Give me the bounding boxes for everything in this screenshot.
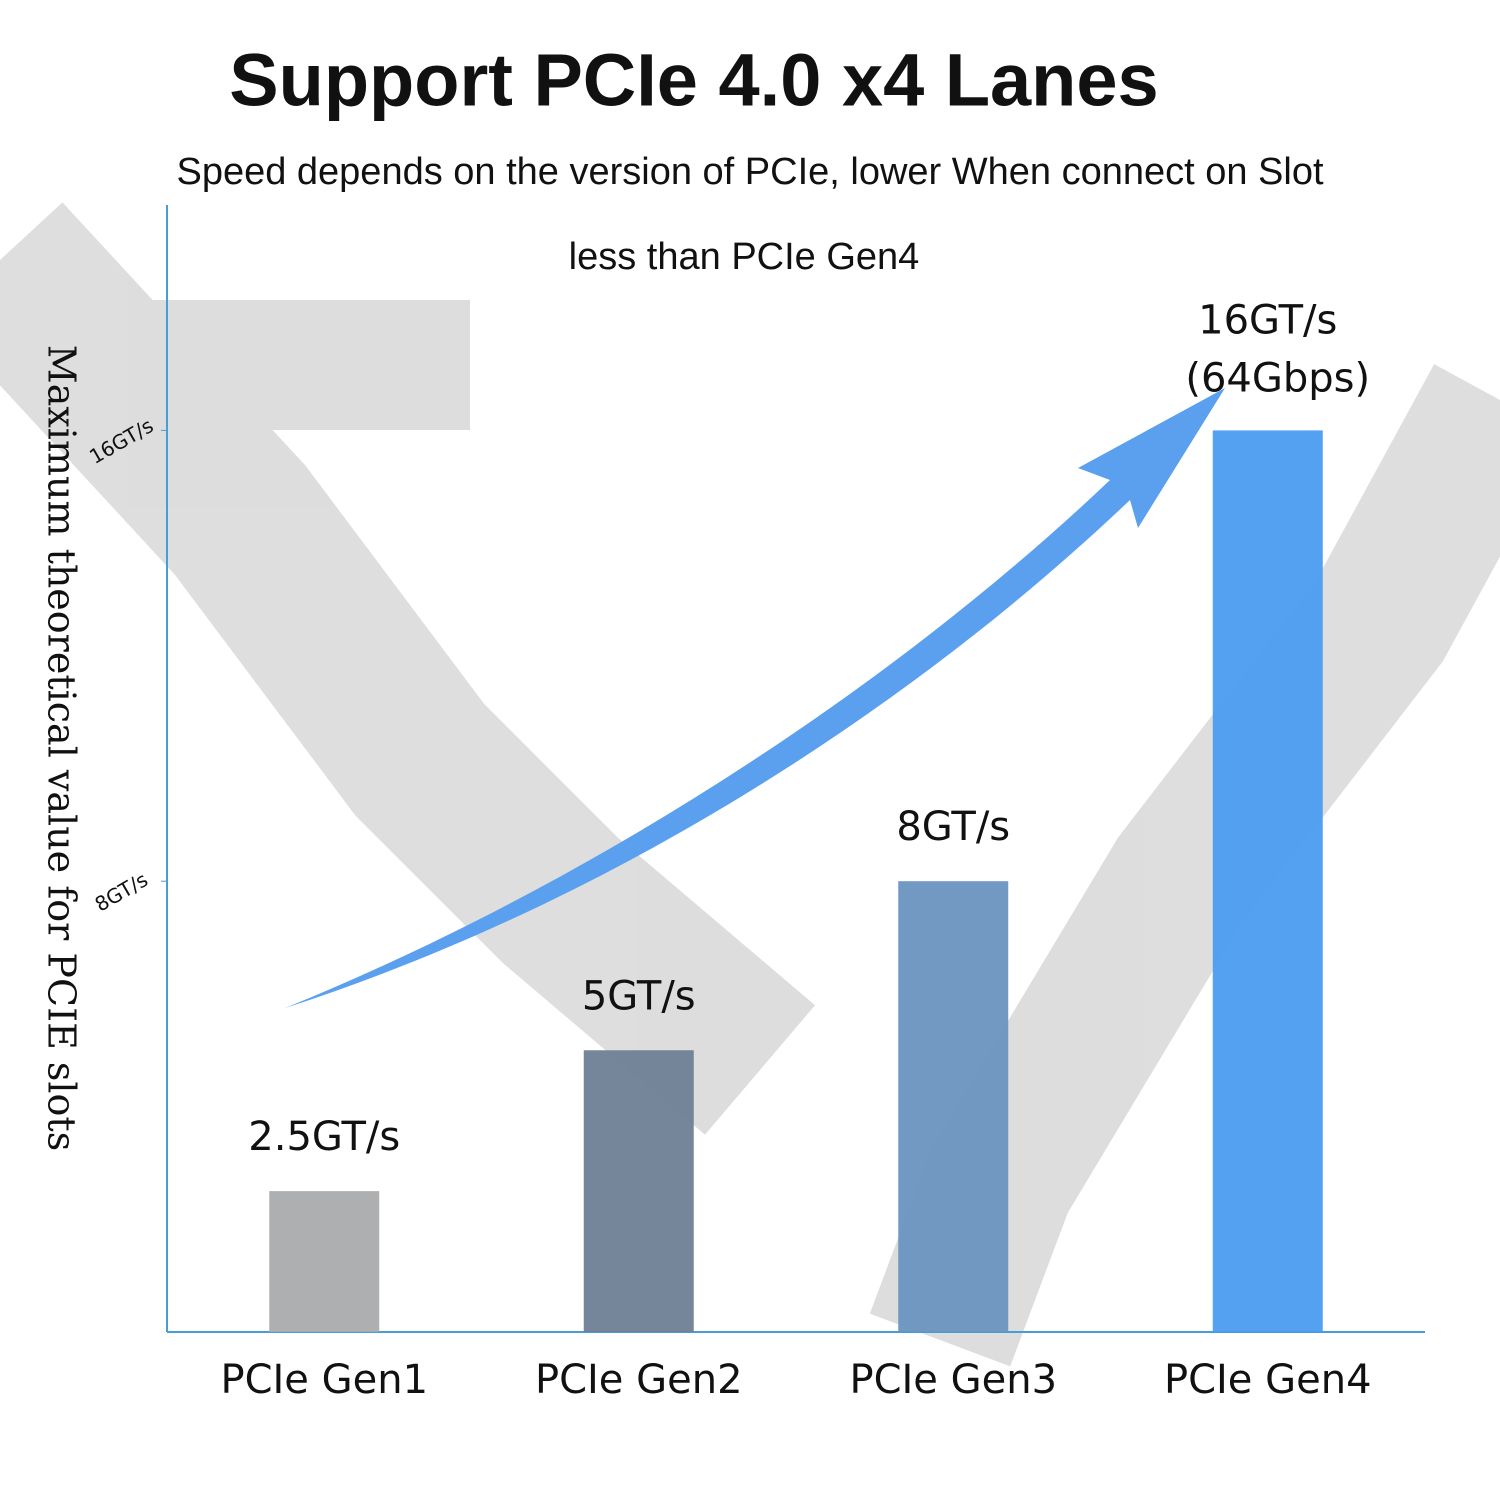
- bar: [583, 1050, 694, 1332]
- value-label: 2.5GT/s: [248, 1114, 400, 1160]
- y-tick-label: 8GT/s: [91, 867, 152, 916]
- value-label: 5GT/s: [582, 973, 696, 1019]
- bar: [1212, 430, 1323, 1332]
- arrow: [285, 388, 1225, 1008]
- value-label: 16GT/s: [1198, 297, 1337, 343]
- value-label: 8GT/s: [896, 804, 1010, 850]
- x-tick-label: PCIe Gen1: [220, 1357, 428, 1403]
- chart-subtitle: less than PCIe Gen4: [569, 236, 920, 278]
- chart-subtitle: Speed depends on the version of PCIe, lo…: [176, 151, 1323, 193]
- x-tick-label: PCIe Gen4: [1164, 1357, 1372, 1403]
- annotation: (64Gbps): [1185, 355, 1370, 401]
- bar: [269, 1191, 380, 1332]
- trend-arrow: [285, 388, 1225, 1008]
- cable-shape: [0, 202, 816, 1135]
- bar: [898, 881, 1009, 1332]
- x-tick-label: PCIe Gen2: [535, 1357, 743, 1403]
- chart-title: Support PCIe 4.0 x4 Lanes: [229, 39, 1158, 122]
- cable-tag: [130, 300, 470, 430]
- y-axis-label: Maximum theoretical value for PCIE slots: [40, 345, 84, 1151]
- x-tick-label: PCIe Gen3: [849, 1357, 1057, 1403]
